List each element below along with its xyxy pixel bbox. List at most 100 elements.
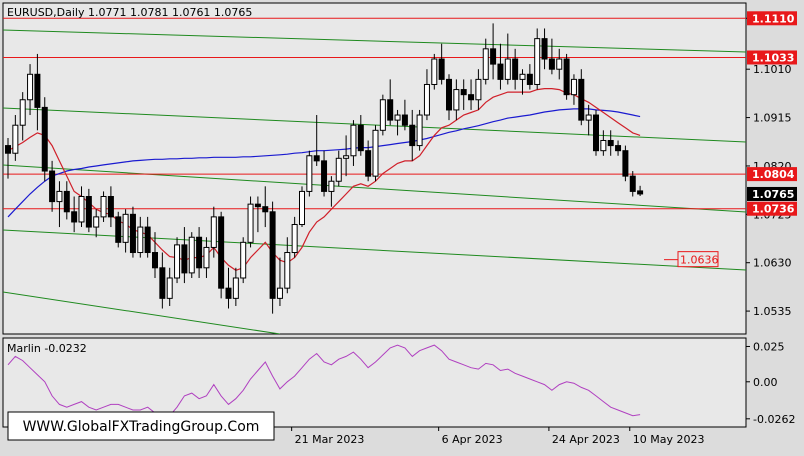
candle-body bbox=[203, 246, 210, 269]
candle bbox=[526, 64, 533, 90]
candle-body bbox=[27, 73, 34, 101]
candle-body bbox=[475, 78, 482, 101]
candle-body bbox=[196, 236, 203, 269]
candle bbox=[225, 267, 232, 309]
candle bbox=[365, 140, 372, 182]
level-price-label: 1.1110 bbox=[752, 12, 795, 25]
candle-body bbox=[5, 145, 11, 154]
candle-body bbox=[504, 58, 511, 80]
candle bbox=[174, 237, 181, 284]
candle-body bbox=[512, 58, 519, 80]
x-tick-label: 10 May 2023 bbox=[633, 433, 705, 446]
candle bbox=[188, 232, 195, 278]
candle bbox=[607, 130, 614, 156]
candle bbox=[504, 33, 511, 85]
candle-body bbox=[607, 139, 614, 147]
candle-body bbox=[321, 160, 328, 192]
axis-labels-layer: 1.11101.10101.09151.08201.07251.06301.05… bbox=[291, 11, 797, 446]
candle-body bbox=[93, 216, 100, 228]
candle bbox=[622, 145, 629, 182]
candle bbox=[262, 186, 269, 228]
candle bbox=[460, 79, 467, 110]
candle bbox=[637, 185, 644, 196]
level-price-box bbox=[747, 167, 797, 182]
candle bbox=[387, 79, 394, 126]
candle-body bbox=[188, 236, 195, 274]
level-price-label: 1.0736 bbox=[752, 203, 795, 216]
candle bbox=[600, 130, 607, 156]
candle bbox=[232, 267, 239, 306]
candle-body bbox=[174, 244, 181, 279]
candle-body bbox=[218, 216, 225, 289]
current-price-box bbox=[747, 186, 797, 201]
candle bbox=[313, 115, 320, 166]
ind-tick-label: -0.0262 bbox=[753, 413, 795, 426]
x-tick-label: 24 Apr 2023 bbox=[552, 433, 620, 446]
watermark-text: WWW.GlobalFXTradingGroup.Com bbox=[23, 419, 260, 435]
candle-body bbox=[254, 203, 261, 208]
candle bbox=[56, 181, 63, 228]
candle bbox=[497, 43, 504, 90]
candle-body bbox=[115, 216, 122, 243]
target-price-box bbox=[677, 251, 719, 268]
ind-tick-label: 0.025 bbox=[753, 340, 785, 353]
candle bbox=[93, 209, 100, 238]
candle bbox=[240, 237, 247, 284]
candle bbox=[71, 196, 78, 233]
candle bbox=[394, 109, 401, 136]
level-price-label: 1.1033 bbox=[752, 51, 794, 64]
candle-body bbox=[313, 155, 320, 162]
candle-body bbox=[350, 124, 357, 157]
candle bbox=[85, 188, 92, 233]
candle bbox=[541, 28, 548, 70]
candle bbox=[556, 48, 563, 80]
candle bbox=[563, 53, 570, 100]
candle bbox=[578, 69, 585, 126]
candle-body bbox=[100, 196, 107, 218]
candle bbox=[159, 252, 166, 309]
candle bbox=[379, 94, 386, 136]
candle bbox=[210, 206, 217, 258]
x-tick-label: 6 Apr 2023 bbox=[442, 433, 503, 446]
candle-body bbox=[56, 190, 63, 203]
candle bbox=[152, 232, 158, 278]
candle-body bbox=[122, 213, 129, 243]
candle-body bbox=[372, 129, 379, 177]
candle bbox=[41, 97, 48, 182]
candle-body bbox=[446, 78, 452, 111]
candle-body bbox=[570, 78, 577, 96]
candle-body bbox=[526, 73, 533, 85]
candle bbox=[343, 135, 350, 177]
indicator-chart-layer bbox=[7, 344, 641, 418]
candle-body bbox=[137, 226, 144, 254]
candle-body bbox=[63, 190, 70, 213]
channel-line bbox=[3, 164, 746, 213]
candle-body bbox=[240, 241, 247, 279]
candle-body bbox=[585, 114, 592, 121]
channel-line bbox=[3, 107, 746, 143]
candle-body bbox=[232, 277, 239, 299]
target-price-label: 1.0636 bbox=[680, 254, 719, 267]
candle-body bbox=[460, 89, 467, 96]
candle-body bbox=[534, 38, 541, 85]
candle-body bbox=[225, 287, 232, 299]
candle-body bbox=[519, 73, 526, 80]
candle bbox=[446, 74, 452, 121]
candle bbox=[615, 140, 622, 156]
candle-body bbox=[49, 170, 56, 203]
candle bbox=[468, 79, 475, 110]
candle-body bbox=[416, 114, 423, 147]
candle-body bbox=[19, 99, 26, 126]
level-price-label: 1.0804 bbox=[752, 168, 795, 181]
candle-body bbox=[328, 180, 335, 192]
candle bbox=[254, 196, 261, 233]
candle-body bbox=[343, 155, 350, 159]
current-price-label: 1.0765 bbox=[752, 188, 794, 201]
candle-body bbox=[600, 139, 607, 152]
candle bbox=[203, 237, 210, 278]
x-tick-label: 21 Mar 2023 bbox=[295, 433, 365, 446]
candle bbox=[372, 125, 379, 182]
candle bbox=[129, 206, 136, 258]
